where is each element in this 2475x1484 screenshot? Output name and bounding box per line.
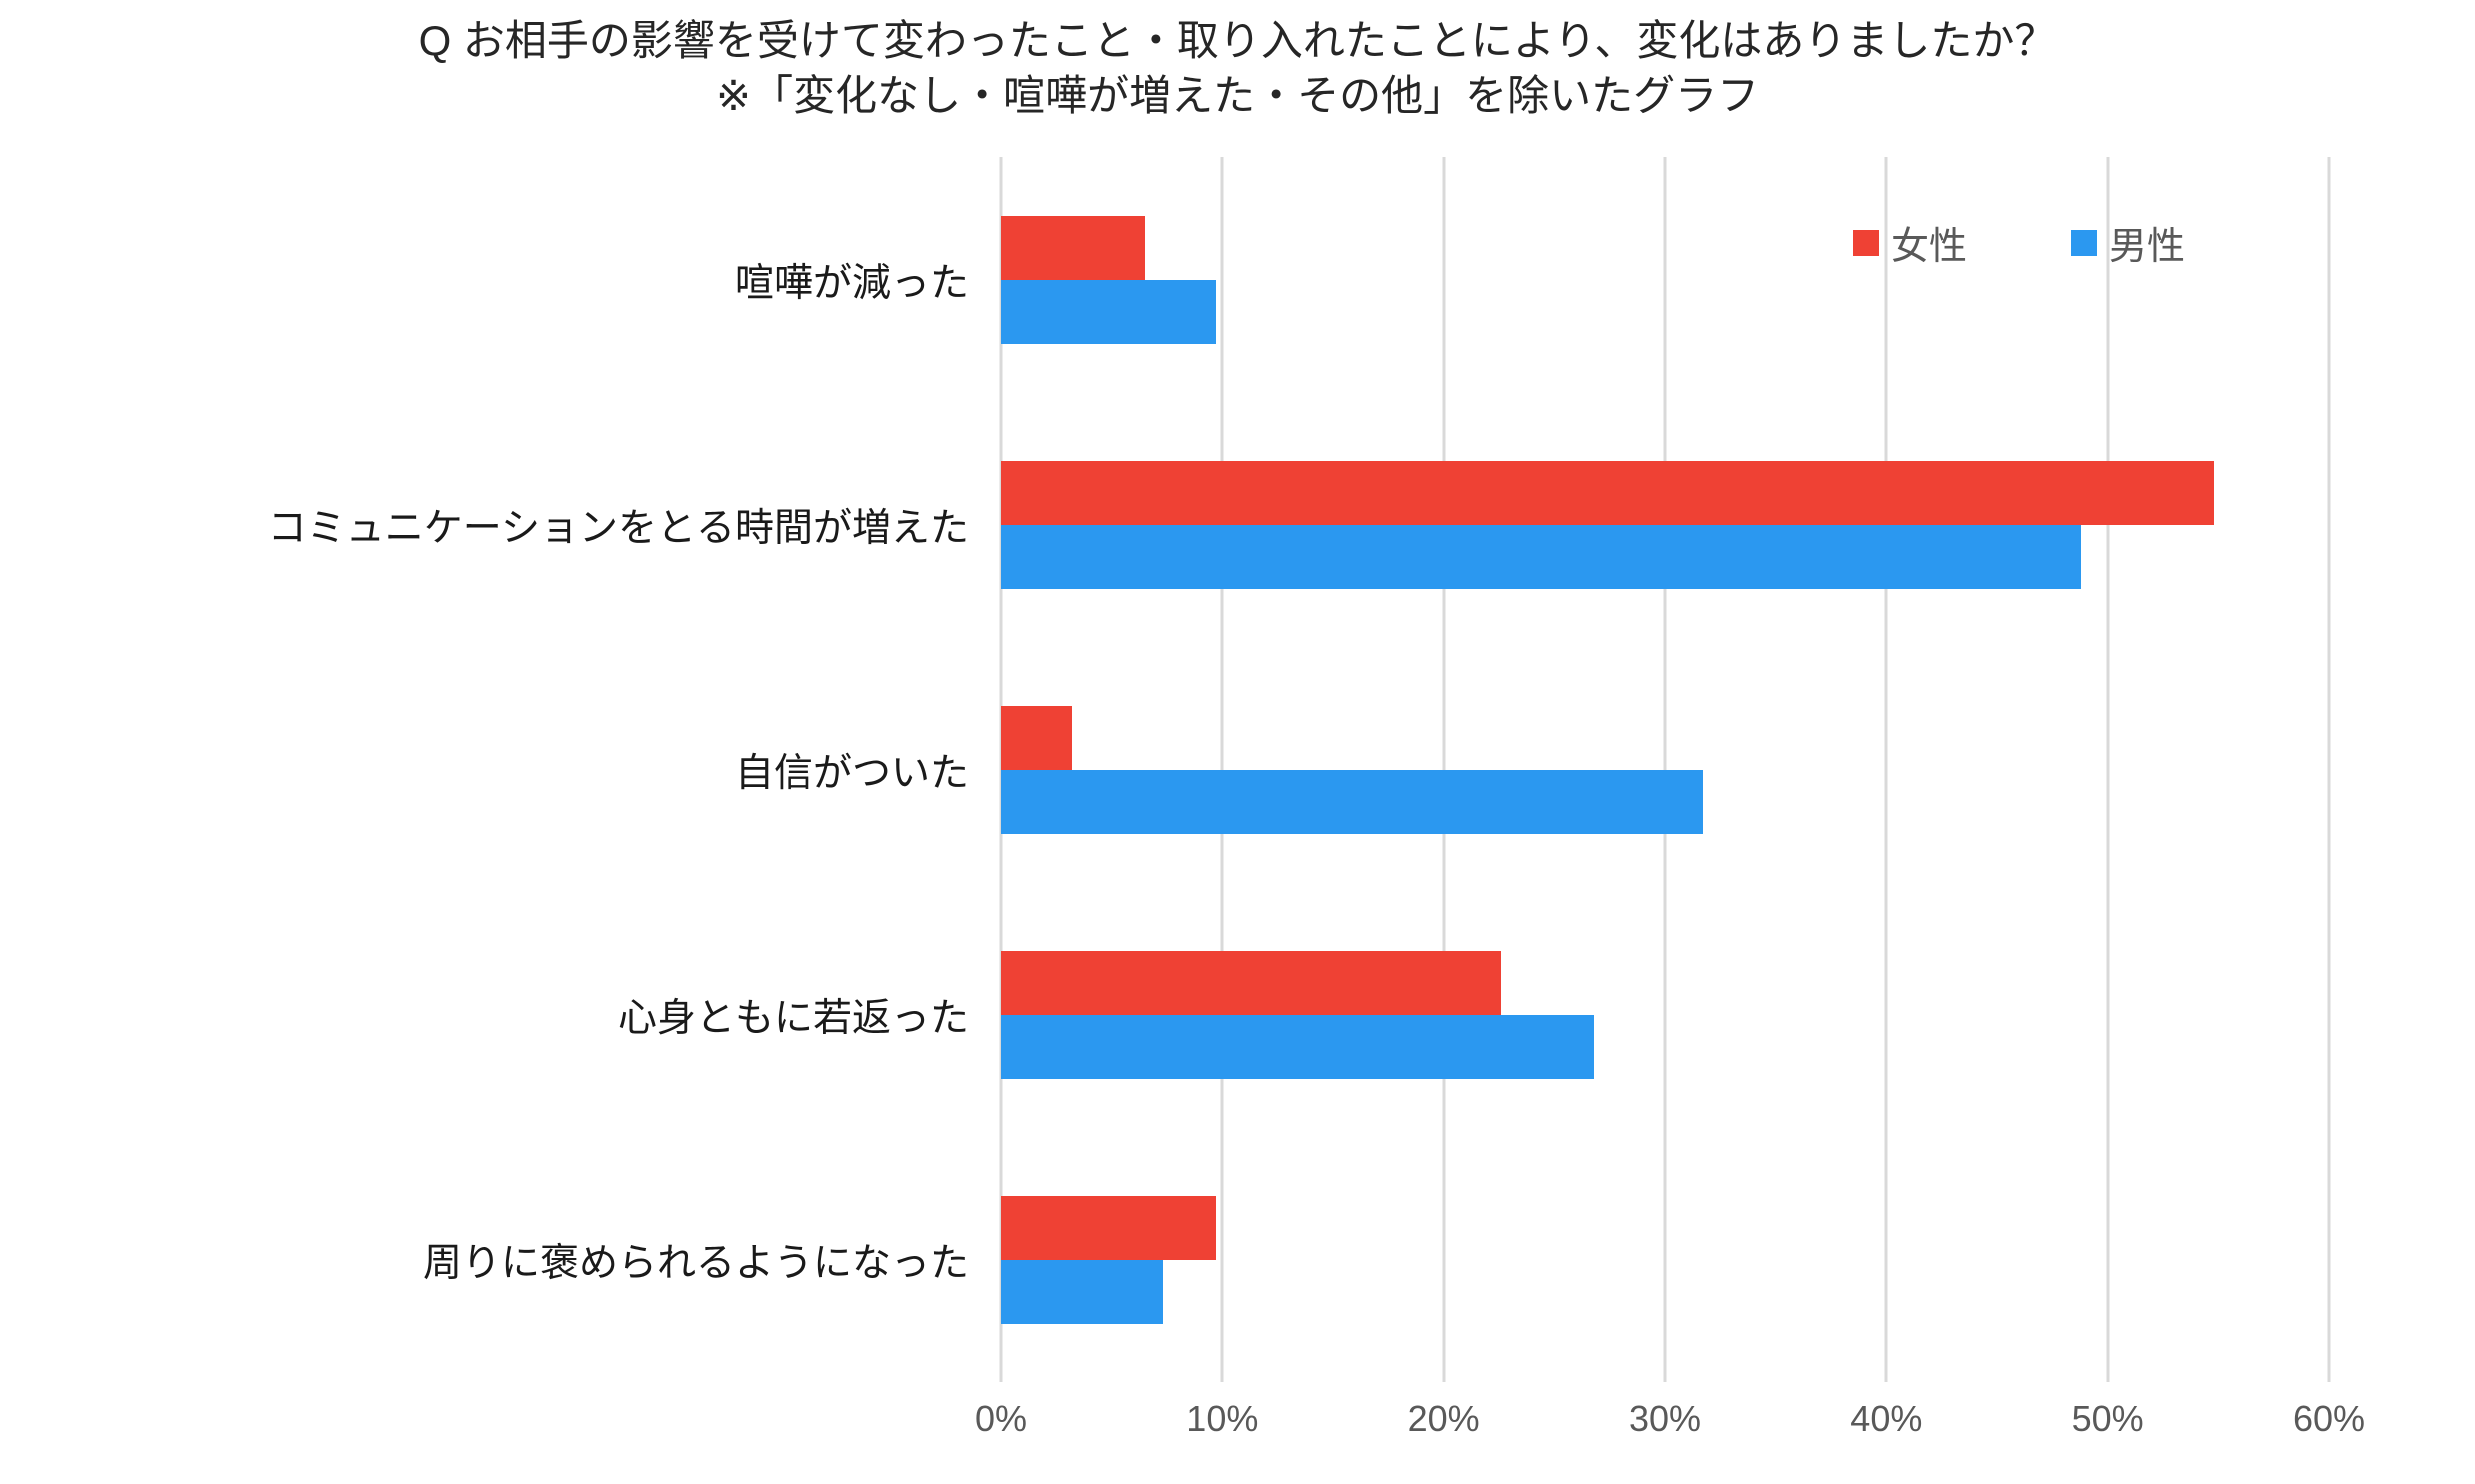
bar-男性-4: [1001, 1259, 1163, 1324]
bar-女性-0: [1001, 215, 1145, 280]
tick-label-40%: 40%: [1850, 1398, 1923, 1439]
category-axis: 喧嘩が減ったコミュニケーションをとる時間が増えた自信がついた心身ともに若返った周…: [0, 157, 985, 1382]
bar-男性-0: [1001, 279, 1216, 344]
tick-label-60%: 60%: [2292, 1398, 2366, 1439]
plot-area: 女性 男性: [999, 157, 2331, 1382]
tick-label-0%: 0%: [974, 1398, 1028, 1439]
bar-女性-2: [1001, 705, 1072, 770]
bar-男性-1: [1001, 524, 2082, 589]
tick-label-20%: 20%: [1407, 1398, 1480, 1439]
gridline-60%: [2327, 157, 2331, 1382]
tick-label-10%: 10%: [1186, 1398, 1259, 1439]
female-series-swatch: [1853, 229, 1879, 256]
category-label-2: 自信がついた: [734, 751, 969, 795]
gridline-50%: [2106, 157, 2110, 1382]
bar-group-4: [1001, 1137, 2329, 1382]
bar-group-3: [1001, 892, 2329, 1137]
value-axis: 0% 10% 20% 30% 40% 50% 60%: [975, 1398, 2365, 1458]
category-label-3: 心身ともに若返った: [617, 996, 969, 1040]
legend-label-male: 男性: [2109, 226, 2186, 268]
tick-label-30%: 30%: [1628, 1398, 1702, 1439]
legend-item-male: 男性: [2071, 215, 2185, 270]
bar-男性-3: [1001, 1014, 1595, 1079]
bar-group-0: [1001, 157, 2329, 402]
chart-title: Q お相手の影響を受けて変わったこと・取り入れたことにより、変化はありましたか？…: [0, 14, 2475, 123]
bar-女性-1: [1001, 460, 2214, 525]
category-label-4: 周りに褒められるようになった: [422, 1241, 969, 1285]
gridline-40%: [1884, 157, 1888, 1382]
bar-女性-4: [1001, 1195, 1216, 1260]
legend: 女性 男性: [1853, 215, 2185, 270]
category-label-0: 喧嘩が減った: [734, 261, 969, 305]
chart-title-line1: Q お相手の影響を受けて変わったこと・取り入れたことにより、変化はありましたか？: [418, 17, 2057, 64]
chart-title-line2: ※「変化なし・喧嘩が増えた・その他」を除いたグラフ: [715, 71, 1760, 119]
bar-group-2: [1001, 647, 2329, 892]
bar-group-1: [1001, 402, 2329, 647]
legend-item-female: 女性: [1853, 215, 1967, 270]
tick-label-50%: 50%: [2071, 1398, 2144, 1439]
bar-男性-2: [1001, 769, 1703, 834]
legend-label-female: 女性: [1891, 226, 1968, 268]
bar-女性-3: [1001, 950, 1502, 1015]
category-label-1: コミュニケーションをとる時間が増えた: [267, 506, 969, 550]
male-series-swatch: [2071, 229, 2098, 256]
